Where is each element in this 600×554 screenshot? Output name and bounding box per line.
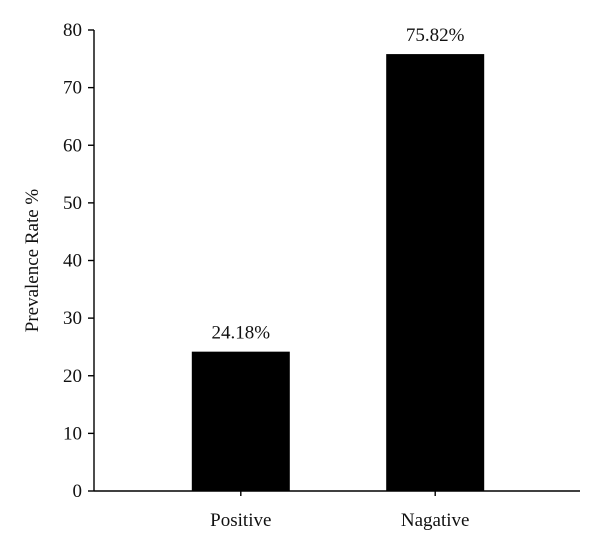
y-tick-label: 70	[63, 78, 82, 99]
bars	[191, 54, 485, 491]
y-tick-label: 50	[63, 193, 82, 214]
x-tick-label-nagative: Nagative	[401, 510, 470, 531]
y-tick-label: 40	[63, 251, 82, 272]
data-label-nagative: 75.82%	[406, 25, 465, 46]
y-axis-title: Prevalence Rate %	[22, 189, 43, 333]
y-tick-label: 80	[63, 20, 82, 41]
y-axis-ticks: 0 10 20 30 40 50 60 70 80	[63, 20, 94, 502]
x-tick-label-positive: Positive	[210, 510, 271, 531]
y-tick-label: 10	[63, 423, 82, 444]
data-label-positive: 24.18%	[212, 323, 271, 344]
x-axis-labels: Positive Nagative	[210, 491, 469, 531]
y-tick-label: 60	[63, 135, 82, 156]
y-tick-label: 30	[63, 308, 82, 329]
y-tick-label: 0	[73, 481, 83, 502]
y-tick-label: 20	[63, 366, 82, 387]
bar-nagative	[386, 54, 485, 491]
data-labels: 24.18% 75.82%	[212, 25, 465, 344]
bar-positive	[191, 351, 290, 491]
